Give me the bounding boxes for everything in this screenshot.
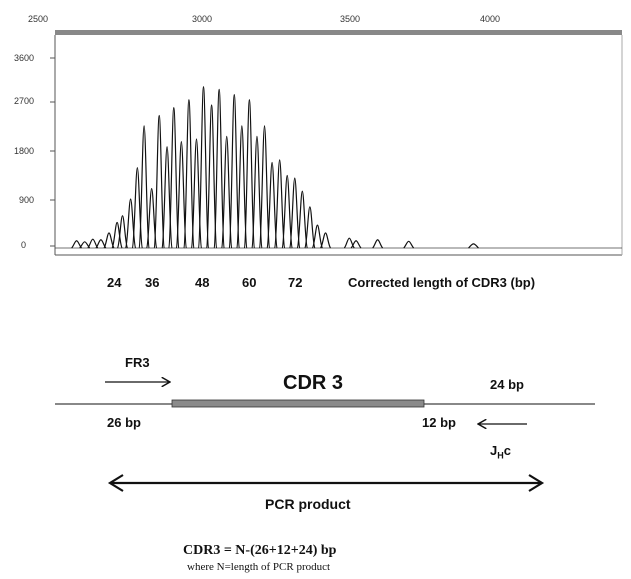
peak bbox=[403, 240, 415, 249]
formula: CDR3 = N-(26+12+24) bp bbox=[183, 543, 337, 558]
peak bbox=[350, 240, 362, 249]
peak bbox=[87, 238, 99, 249]
y-axis-tick-label: 900 bbox=[18, 195, 34, 205]
peak bbox=[95, 239, 107, 249]
peak bbox=[274, 159, 286, 249]
peak bbox=[266, 161, 278, 249]
peak bbox=[197, 86, 210, 249]
peak bbox=[251, 135, 263, 249]
pcr-arrowhead-right bbox=[528, 474, 545, 492]
jhc-suffix: c bbox=[503, 443, 511, 458]
peak bbox=[372, 239, 384, 249]
x-axis-title: Corrected length of CDR3 (bp) bbox=[348, 275, 536, 290]
diagram-shapes bbox=[55, 300, 595, 492]
peak bbox=[111, 221, 123, 249]
peak bbox=[468, 243, 479, 249]
peak bbox=[103, 232, 115, 249]
jhc-main: J bbox=[490, 443, 498, 458]
peak bbox=[153, 114, 165, 249]
pcr-arrowhead-left bbox=[107, 474, 124, 492]
bp12-label: 12 bp bbox=[422, 415, 456, 430]
bp26-label: 26 bp bbox=[107, 415, 141, 430]
bp24-label: 24 bp bbox=[490, 377, 524, 392]
cdr3-diagram: FR3 CDR 3 24 bp 26 bp 12 bp JHc PCR prod… bbox=[0, 300, 631, 579]
jhc-subscript: H bbox=[497, 450, 504, 461]
peak bbox=[71, 240, 83, 249]
peak bbox=[175, 140, 187, 249]
x-axis-tick-label: 60 bbox=[242, 275, 257, 290]
peak bbox=[228, 93, 240, 249]
peak bbox=[281, 174, 293, 249]
fr3-label: FR3 bbox=[125, 355, 150, 370]
top-axis-tick-label: 3500 bbox=[340, 14, 361, 24]
peak bbox=[311, 224, 323, 249]
peak bbox=[304, 206, 316, 249]
x-axis-tick-label: 24 bbox=[107, 275, 122, 290]
x-axis-tick-label: 72 bbox=[288, 275, 303, 290]
top-axis-tick-label: 3000 bbox=[192, 14, 213, 24]
pcr-product-label: PCR product bbox=[265, 496, 351, 512]
plot-area bbox=[50, 30, 623, 256]
top-axis-tick-label: 2500 bbox=[28, 14, 49, 24]
cdr3-bar bbox=[171, 399, 425, 408]
cdr3-label: CDR 3 bbox=[283, 372, 344, 394]
top-axis-tick-label: 4000 bbox=[480, 14, 501, 24]
peaks-group bbox=[55, 86, 622, 249]
peak bbox=[289, 177, 301, 249]
peak bbox=[296, 190, 308, 249]
x-axis-tick-label: 36 bbox=[145, 275, 160, 290]
peak bbox=[168, 107, 180, 249]
y-axis-tick-label: 2700 bbox=[13, 96, 34, 106]
y-axis-tick-label: 0 bbox=[20, 240, 26, 250]
peak bbox=[138, 125, 150, 249]
peak bbox=[183, 99, 195, 249]
jhc-label: JHc bbox=[490, 443, 511, 461]
top-scale-bar bbox=[55, 30, 622, 35]
y-axis-tick-label: 1800 bbox=[13, 146, 34, 156]
peak bbox=[79, 241, 91, 249]
peak bbox=[206, 104, 218, 249]
peak bbox=[258, 125, 271, 249]
x-axis-tick-label: 48 bbox=[195, 275, 210, 290]
peak bbox=[116, 215, 129, 249]
y-axis-tick-label: 3600 bbox=[13, 53, 34, 63]
formula-note: where N=length of PCR product bbox=[187, 561, 331, 573]
peak bbox=[213, 88, 225, 249]
peak bbox=[243, 99, 255, 249]
peak bbox=[221, 135, 233, 249]
chart: 2500 3000 3500 4000 3600 2700 1800 900 0… bbox=[13, 14, 623, 290]
peak bbox=[236, 125, 248, 249]
peak bbox=[320, 232, 332, 249]
